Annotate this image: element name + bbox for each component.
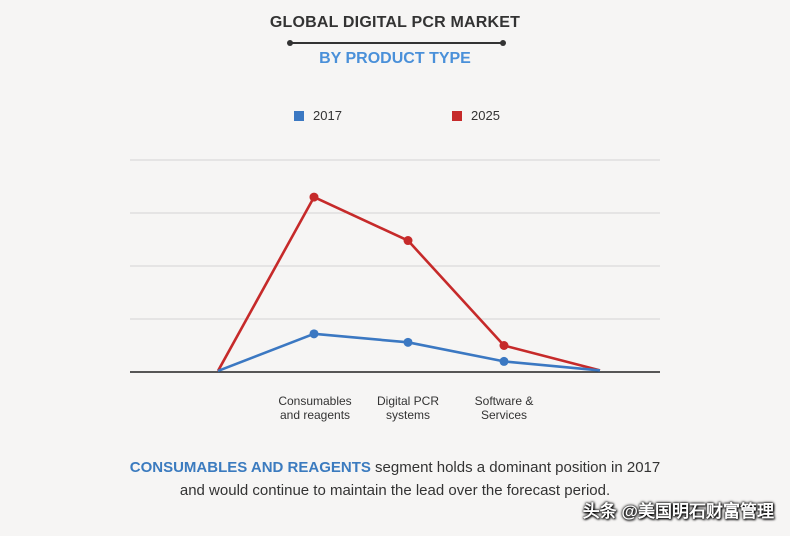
- caption: CONSUMABLES AND REAGENTS segment holds a…: [120, 456, 670, 502]
- legend-swatch-2017: [294, 110, 304, 121]
- underline-dot-left: [287, 40, 293, 46]
- caption-highlight: CONSUMABLES AND REAGENTS: [129, 459, 371, 476]
- chart-subtitle: BY PRODUCT TYPE: [319, 50, 471, 67]
- legend-item-2025: 2025: [452, 108, 500, 123]
- legend-label-2017: 2017: [313, 108, 342, 123]
- chart-title: GLOBAL DIGITAL PCR MARKET: [269, 14, 521, 31]
- data-point-2017: [403, 337, 413, 347]
- data-point-2025: [403, 236, 413, 246]
- legend-label-2025: 2025: [471, 108, 500, 123]
- underline-dot-right: [500, 40, 506, 46]
- title-underline: [287, 40, 506, 46]
- legend-item-2017: 2017: [294, 108, 342, 123]
- data-point-2017: [499, 356, 509, 366]
- x-tick-label-software: Software & Services: [474, 394, 534, 422]
- x-tick-label-digital-pcr: Digital PCR systems: [376, 394, 439, 422]
- data-point-2017: [309, 329, 319, 339]
- watermark: 头条 @美国明石财富管理: [582, 502, 774, 521]
- x-tick-label-consumables: Consumables and reagents: [278, 394, 352, 422]
- legend-swatch-2025: [452, 110, 462, 121]
- data-point-2025: [309, 192, 319, 202]
- data-point-2025: [499, 341, 509, 350]
- caption-text: segment holds a dominant position in 201…: [179, 459, 661, 499]
